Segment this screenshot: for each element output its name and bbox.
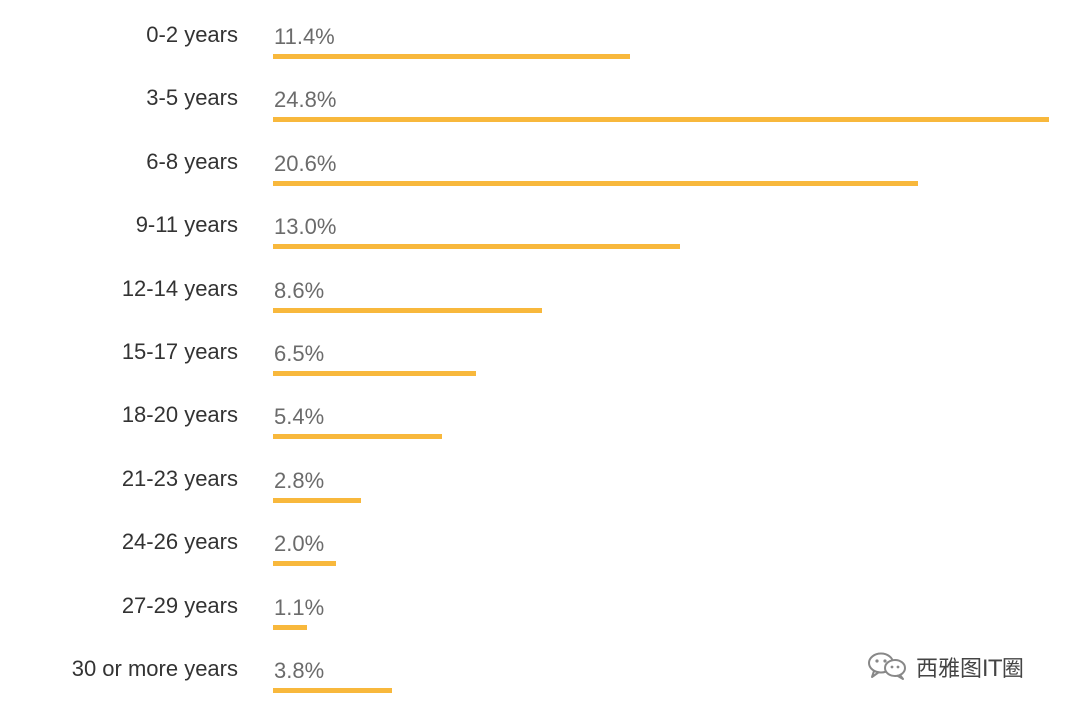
value-label: 1.1% <box>274 594 325 620</box>
value-label: 11.4% <box>274 24 335 49</box>
bar <box>273 434 442 440</box>
category-label: 21-23 years <box>121 465 238 491</box>
bar <box>273 54 630 59</box>
category-label: 15-17 years <box>121 339 238 364</box>
value-label: 24.8% <box>274 87 337 113</box>
bar <box>273 307 543 313</box>
value-label: 3.8% <box>274 658 325 683</box>
value-label: 5.4% <box>274 404 325 430</box>
value-label: 6.5% <box>274 341 325 366</box>
bar <box>273 117 1049 123</box>
bar <box>273 371 477 376</box>
bar <box>273 688 392 693</box>
category-label: 27-29 years <box>121 592 238 618</box>
category-label: 6-8 years <box>146 148 238 174</box>
category-label: 24-26 years <box>121 529 238 555</box>
bar <box>273 497 361 503</box>
category-label: 12-14 years <box>121 275 238 301</box>
watermark-text: 西雅图IT圈 <box>916 657 1024 682</box>
value-label: 2.0% <box>274 531 325 557</box>
bar <box>273 561 336 567</box>
category-label: 0-2 years <box>146 22 238 47</box>
watermark: 西雅图IT圈 <box>866 650 1024 684</box>
category-label: 9-11 years <box>135 212 238 238</box>
category-label: 30 or more years <box>71 656 238 681</box>
value-label: 2.8% <box>274 467 325 493</box>
category-label: 18-20 years <box>121 402 238 428</box>
category-label: 3-5 years <box>146 85 238 111</box>
bar <box>273 244 680 250</box>
value-label: 13.0% <box>274 214 337 240</box>
value-label: 8.6% <box>274 277 325 303</box>
bar <box>273 624 308 630</box>
bar <box>273 180 918 186</box>
value-label: 20.6% <box>274 150 337 176</box>
wechat-icon <box>866 650 910 685</box>
